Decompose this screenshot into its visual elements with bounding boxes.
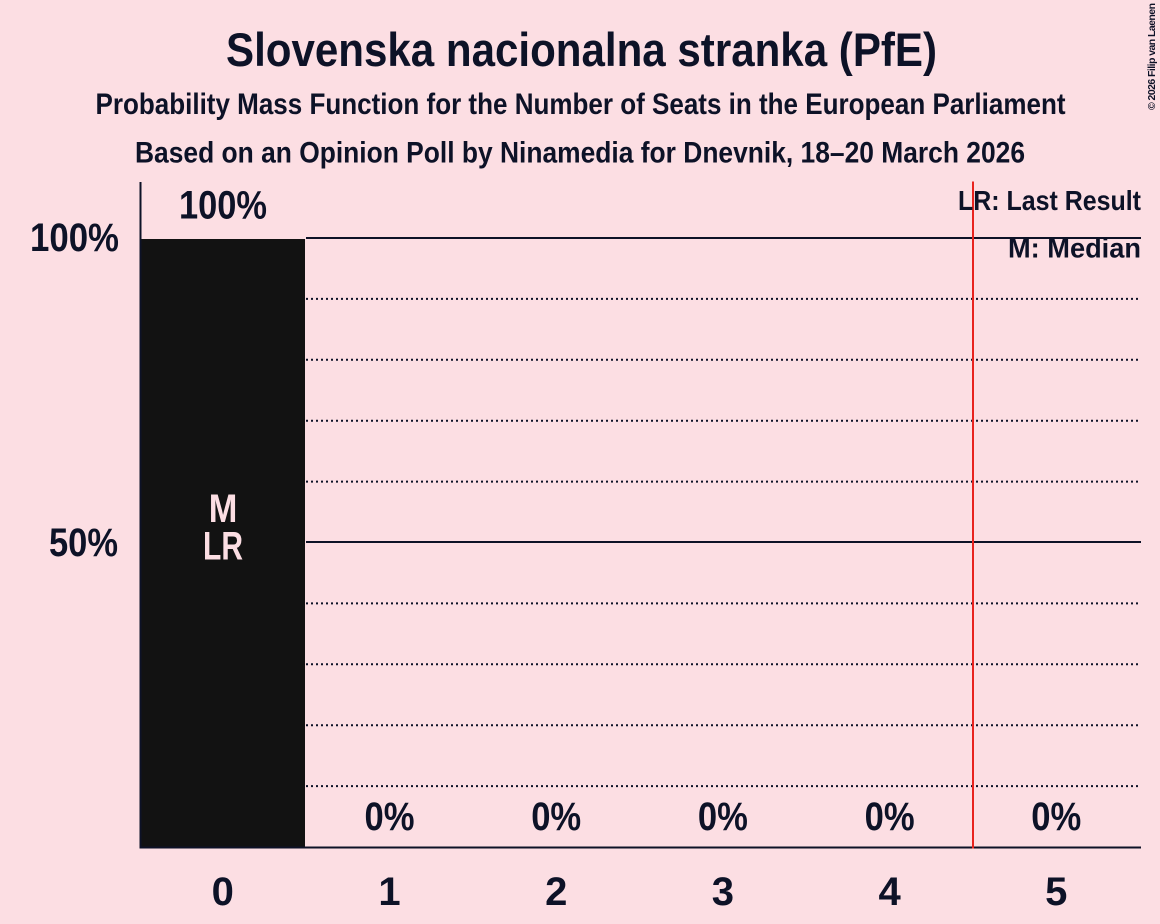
svg-text:© 2026 Filip van Laenen: © 2026 Filip van Laenen (1146, 3, 1158, 110)
svg-text:100%: 100% (30, 216, 119, 260)
svg-text:2: 2 (545, 870, 567, 914)
svg-text:M: M (209, 487, 238, 531)
svg-text:100%: 100% (179, 184, 267, 228)
svg-text:Based on an Opinion Poll by Ni: Based on an Opinion Poll by Ninamedia fo… (135, 137, 1025, 170)
svg-text:0%: 0% (365, 795, 415, 839)
svg-text:1: 1 (378, 870, 400, 914)
svg-text:0%: 0% (1031, 795, 1081, 839)
svg-text:M: Median: M: Median (1008, 233, 1141, 264)
svg-text:4: 4 (878, 870, 901, 914)
svg-text:5: 5 (1045, 870, 1067, 914)
svg-text:0%: 0% (698, 795, 748, 839)
svg-text:LR: LR (203, 524, 243, 568)
svg-text:0%: 0% (531, 795, 581, 839)
svg-text:Probability Mass Function for: Probability Mass Function for the Number… (96, 88, 1066, 121)
svg-text:0: 0 (212, 870, 234, 914)
svg-text:Slovenska nacionalna stranka (: Slovenska nacionalna stranka (PfE) (226, 23, 937, 76)
svg-text:3: 3 (712, 870, 734, 914)
svg-text:50%: 50% (49, 521, 118, 565)
svg-text:LR: Last Result: LR: Last Result (958, 185, 1141, 216)
svg-text:0%: 0% (865, 795, 915, 839)
